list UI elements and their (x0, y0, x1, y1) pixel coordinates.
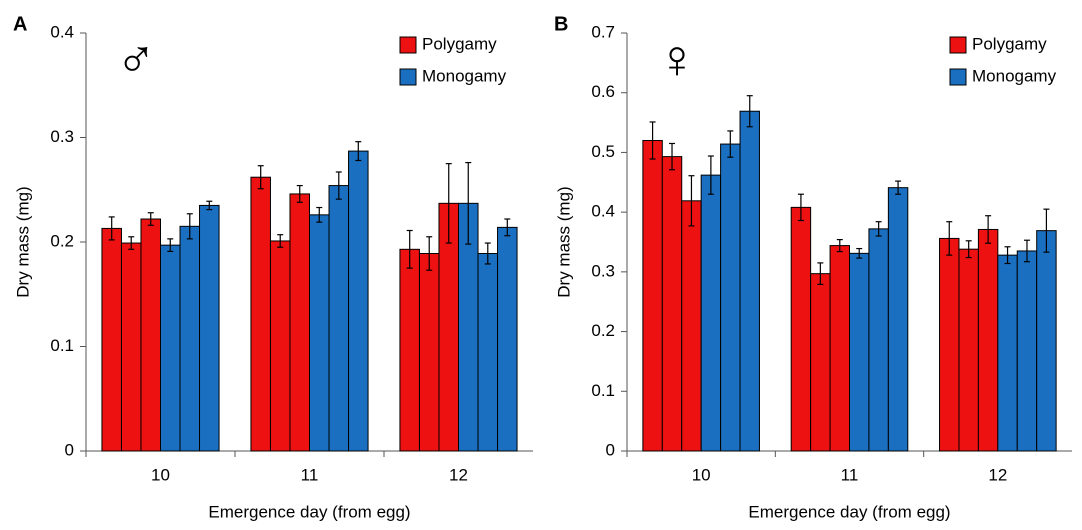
y-axis-label: Dry mass (mg) (13, 186, 32, 297)
bar (348, 150, 369, 452)
bar (939, 237, 960, 452)
y-axis-label: Dry mass (mg) (554, 186, 573, 297)
legend-swatch (949, 36, 967, 54)
sex-symbol: ♀ (657, 29, 698, 89)
bar (739, 110, 760, 452)
bar (642, 139, 663, 452)
bar (958, 248, 979, 452)
x-tick-label: 11 (301, 465, 319, 484)
y-tick-label: 0.2 (591, 321, 615, 340)
bar (868, 228, 889, 452)
y-tick-label: 0.1 (50, 336, 74, 355)
bar (700, 174, 722, 452)
y-tick-label: 0.5 (591, 142, 615, 161)
legend-label: Monogamy (972, 66, 1057, 85)
bar (849, 252, 870, 452)
y-tick-label: 0.7 (591, 22, 615, 41)
bar (250, 176, 271, 452)
bar (829, 245, 851, 452)
legend-swatch (949, 68, 967, 86)
bar (199, 204, 220, 452)
bar (120, 242, 142, 452)
x-tick-label: 10 (151, 465, 170, 484)
y-tick-label: 0.6 (591, 82, 615, 101)
bar (720, 143, 741, 452)
bar (418, 252, 440, 452)
y-tick-label: 0.3 (50, 127, 74, 146)
legend-label: Polygamy (422, 34, 497, 53)
bar (269, 240, 291, 452)
bar (810, 273, 831, 452)
y-tick-label: 0.1 (591, 381, 615, 400)
legend-swatch (399, 36, 417, 54)
bar (399, 248, 420, 452)
bar (661, 156, 683, 452)
bar (497, 226, 518, 452)
bar (790, 206, 812, 452)
x-tick-label: 12 (449, 465, 468, 484)
y-tick-label: 0.4 (50, 22, 74, 41)
y-tick-label: 0 (606, 440, 615, 459)
bar (477, 252, 499, 452)
bar (977, 228, 999, 452)
legend-label: Polygamy (972, 34, 1047, 53)
y-tick-label: 0.3 (591, 261, 615, 280)
bar (101, 227, 122, 452)
bar (681, 200, 702, 452)
panel-label: A (13, 13, 27, 35)
x-tick-label: 11 (841, 465, 859, 484)
y-tick-label: 0.2 (50, 231, 74, 250)
y-tick-label: 0.4 (591, 202, 615, 221)
y-tick-label: 0 (65, 440, 74, 459)
bar (289, 193, 310, 452)
legend-swatch (399, 68, 417, 86)
x-tick-label: 12 (988, 465, 1007, 484)
x-tick-label: 10 (692, 465, 711, 484)
x-axis-label: Emergence day (from egg) (208, 502, 410, 521)
bar (140, 218, 162, 452)
legend-label: Monogamy (422, 66, 507, 85)
sex-symbol: ♂ (116, 29, 157, 89)
bar (1036, 230, 1057, 452)
bar (997, 254, 1018, 452)
bar (1016, 250, 1038, 452)
bar (328, 185, 350, 452)
bar (179, 225, 201, 452)
bar (887, 187, 909, 452)
x-axis-label: Emergence day (from egg) (748, 502, 950, 521)
bar (160, 244, 181, 452)
panel-label: B (554, 13, 568, 35)
bar (309, 214, 330, 452)
